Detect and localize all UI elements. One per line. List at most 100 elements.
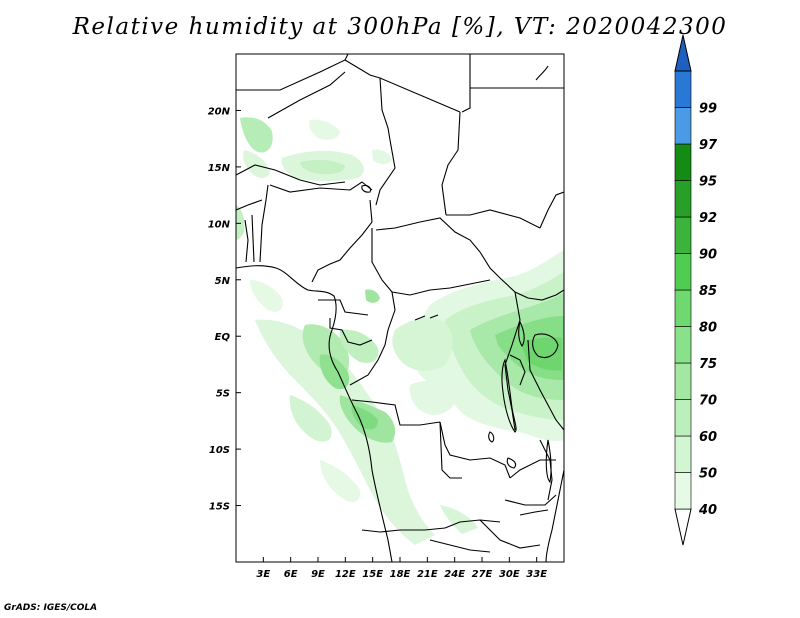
border-rwanda-burundi bbox=[509, 354, 526, 386]
lake-victoria bbox=[532, 333, 559, 359]
coastline-east-africa bbox=[545, 469, 564, 562]
colorbar-segment bbox=[674, 472, 692, 510]
border-mali-algeria bbox=[236, 54, 349, 91]
longitude-axis: 3E 6E 9E 12E 15E 18E 21E 24E 27E 30E 33E bbox=[256, 557, 547, 580]
border-burkina bbox=[236, 199, 263, 211]
lon-tick-label: 6E bbox=[284, 569, 298, 580]
colorbar-segment bbox=[674, 362, 692, 400]
border-niger-north bbox=[267, 71, 346, 119]
colorbar-segment bbox=[674, 216, 692, 254]
lat-tick-label: 15N bbox=[208, 163, 231, 174]
credit-label: GrADS: IGES/COLA bbox=[4, 603, 98, 613]
lon-tick-label: 21E bbox=[417, 569, 438, 580]
colorbar-label: 40 bbox=[698, 503, 717, 518]
humidity-field bbox=[236, 117, 564, 545]
colorbar-label: 99 bbox=[699, 102, 717, 117]
border-angola-namibia bbox=[361, 527, 446, 533]
latitude-axis: 20N 15N 10N 5N EQ 5S 10S 15S bbox=[208, 106, 241, 513]
colorbar-label: 50 bbox=[699, 467, 717, 482]
border-gabon-congo bbox=[329, 318, 373, 346]
colorbar-label: 97 bbox=[699, 138, 718, 153]
border-sudan-ethiopia bbox=[539, 191, 564, 229]
colorbar-label: 75 bbox=[699, 357, 717, 372]
moist-region-central bbox=[392, 318, 453, 372]
moist-region-central-2 bbox=[409, 380, 456, 415]
lake-chad bbox=[361, 184, 372, 193]
lake-albert bbox=[518, 320, 525, 347]
moist-region-sahara bbox=[309, 119, 340, 140]
border-southsudan-drc bbox=[479, 251, 529, 299]
lon-tick-label: 15E bbox=[362, 569, 383, 580]
lon-tick-label: 18E bbox=[390, 569, 411, 580]
colorbar-label: 60 bbox=[699, 430, 717, 445]
lon-tick-label: 12E bbox=[335, 569, 356, 580]
moist-region-northwest bbox=[240, 117, 273, 153]
moist-region-victoria-max bbox=[520, 337, 562, 371]
moist-region-northwest-2 bbox=[243, 150, 270, 178]
moist-region-southwest bbox=[320, 460, 361, 502]
lat-tick-label: 15S bbox=[209, 502, 230, 513]
border-angola-zambia bbox=[439, 421, 462, 479]
lon-tick-label: 3E bbox=[256, 569, 270, 580]
border-drc-zambia bbox=[439, 421, 511, 479]
border-libya-egypt bbox=[461, 54, 471, 113]
colorbar-label: 95 bbox=[699, 175, 717, 190]
colorbar-segment bbox=[674, 180, 692, 218]
colorbar-segment bbox=[674, 435, 692, 473]
border-zambia-tanzania bbox=[509, 459, 556, 479]
red-sea-coast bbox=[535, 65, 549, 81]
border-chad-libya bbox=[379, 77, 461, 113]
border-drc-angola-north bbox=[351, 399, 441, 426]
moist-region-south bbox=[440, 505, 478, 534]
congo-river bbox=[414, 314, 439, 321]
border-mozambique bbox=[504, 494, 557, 506]
border-zambia-namibia bbox=[444, 519, 501, 529]
moist-region-congo-river bbox=[339, 329, 379, 363]
colorbar-label: 85 bbox=[699, 284, 717, 299]
colorbar-segment bbox=[674, 399, 692, 437]
lat-tick-label: 5N bbox=[215, 276, 231, 287]
colorbar-segment bbox=[674, 289, 692, 327]
colorbar-high-arrow bbox=[674, 34, 692, 72]
country-borders bbox=[236, 54, 564, 562]
lat-tick-label: 5S bbox=[216, 389, 230, 400]
zambezi-kariba bbox=[519, 509, 549, 516]
moist-region-angola-core bbox=[351, 405, 378, 430]
colorbar-low-arrow bbox=[674, 508, 692, 546]
border-congo-drc bbox=[349, 291, 396, 386]
colorbar-label: 70 bbox=[699, 394, 717, 409]
border-chad-car bbox=[375, 217, 481, 253]
border-zimbabwe bbox=[479, 519, 541, 549]
moist-region-offshore bbox=[250, 280, 283, 312]
lake-tanganyika bbox=[501, 358, 517, 433]
lon-tick-label: 24E bbox=[444, 569, 465, 580]
border-botswana bbox=[429, 539, 491, 553]
colorbar-label: 90 bbox=[699, 248, 717, 263]
border-car-drc bbox=[391, 279, 491, 296]
lon-tick-label: 33E bbox=[526, 569, 547, 580]
border-niger-nigeria bbox=[269, 181, 373, 193]
lon-tick-label: 9E bbox=[311, 569, 325, 580]
border-tanzania bbox=[527, 339, 564, 431]
colorbar-label: 80 bbox=[699, 321, 717, 336]
border-benin bbox=[259, 184, 269, 263]
border-sudan-southsudan bbox=[446, 209, 541, 229]
border-car-cameroon bbox=[371, 228, 393, 293]
lake-mweru bbox=[488, 431, 495, 443]
colorbar-label: 92 bbox=[699, 211, 717, 226]
coastline-west-africa bbox=[236, 265, 393, 562]
lat-tick-label: 10S bbox=[209, 445, 230, 456]
lat-tick-label: EQ bbox=[215, 332, 231, 343]
border-cameroon-gabon bbox=[318, 299, 369, 316]
moist-region-guinea bbox=[236, 205, 245, 240]
lat-tick-label: 10N bbox=[208, 219, 231, 230]
border-ghana-togo bbox=[244, 214, 255, 263]
border-algeria-libya bbox=[344, 59, 391, 141]
moist-region-west-coast bbox=[255, 319, 435, 545]
border-uganda bbox=[527, 289, 564, 301]
lake-malawi bbox=[545, 439, 552, 484]
colorbar: 40 50 60 70 75 80 85 90 92 95 97 99 bbox=[674, 34, 718, 546]
colorbar-segment bbox=[674, 143, 692, 181]
border-nigeria-cameroon bbox=[311, 199, 373, 283]
